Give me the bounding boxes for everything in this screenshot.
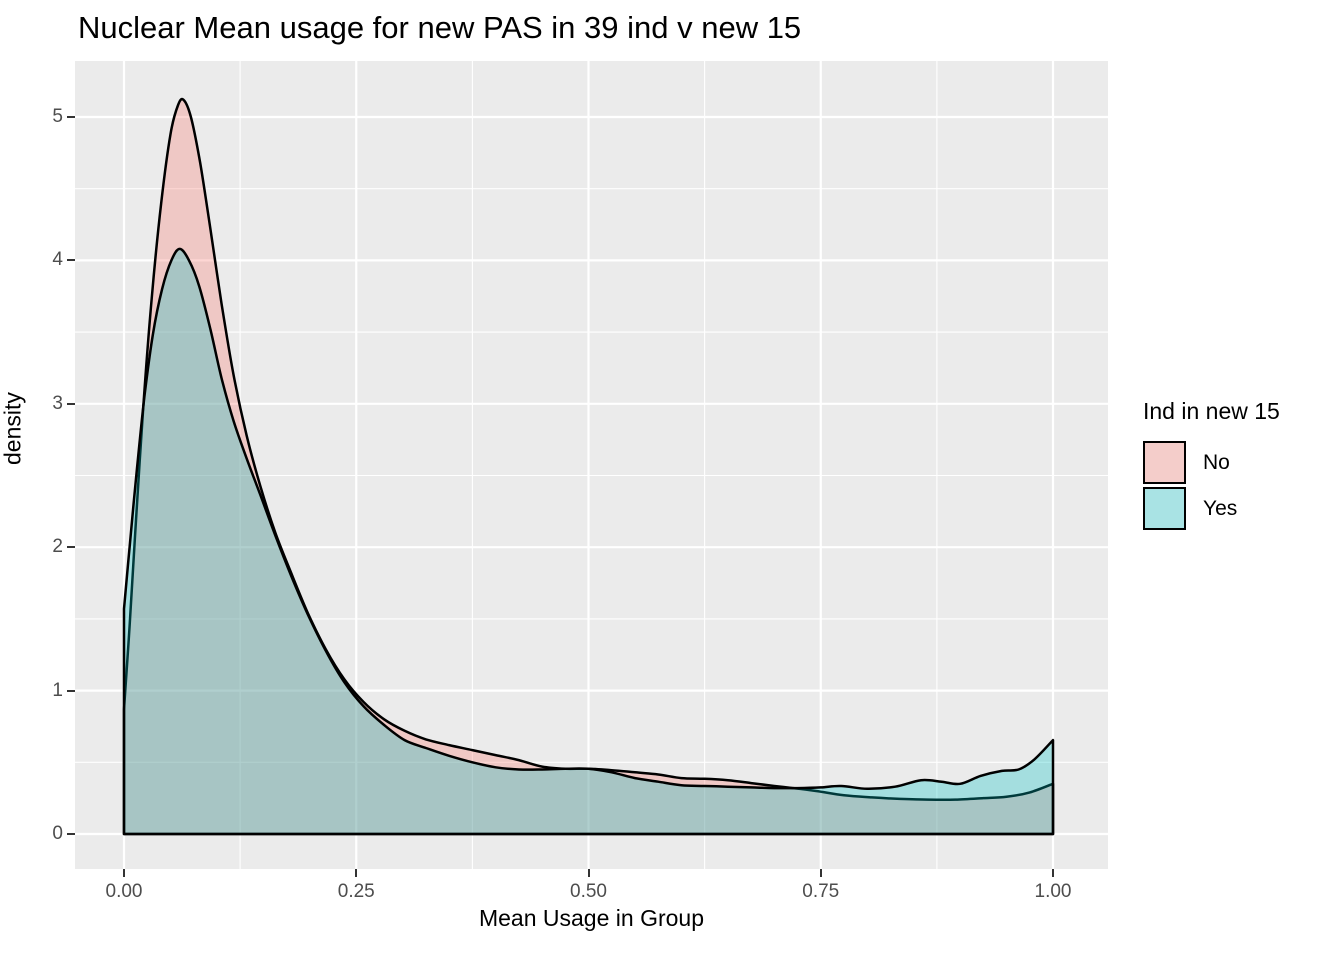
legend-swatch-no — [1143, 441, 1186, 484]
x-tick-label: 1.00 — [1034, 881, 1072, 902]
y-tick-label: 4 — [52, 249, 63, 271]
y-tick-mark — [67, 689, 75, 692]
x-tick-label: 0.50 — [570, 881, 607, 902]
plot-panel — [75, 61, 1108, 869]
legend-label: Yes — [1203, 496, 1238, 520]
x-tick-label: 0.75 — [802, 881, 840, 902]
y-tick-mark — [67, 833, 75, 835]
panel-background — [75, 61, 1108, 869]
x-tick-mark — [819, 869, 822, 877]
y-tick-mark — [67, 116, 75, 118]
y-tick-label: 1 — [52, 679, 63, 701]
y-tick-label: 3 — [52, 392, 63, 414]
x-tick-mark — [123, 869, 125, 877]
x-tick-mark — [1052, 869, 1054, 877]
density-area-yes — [122, 247, 1055, 836]
y-tick-mark — [67, 402, 75, 405]
y-tick-label: 2 — [52, 536, 63, 558]
legend-entry-yes: Yes — [1143, 487, 1280, 530]
legend-label: No — [1203, 450, 1230, 474]
x-axis-title: Mean Usage in Group — [478, 905, 704, 931]
x-tick-label: 0.00 — [105, 881, 143, 902]
legend-items: No Yes — [1143, 441, 1280, 530]
x-tick-mark — [355, 869, 358, 877]
legend: Ind in new 15 No Yes — [1143, 398, 1280, 533]
y-tick-mark — [67, 259, 75, 262]
y-tick-label: 0 — [52, 823, 63, 844]
y-tick-label: 5 — [52, 106, 63, 127]
legend-swatch-yes — [1143, 487, 1186, 530]
x-tick-label: 0.25 — [337, 881, 375, 902]
legend-title: Ind in new 15 — [1143, 398, 1280, 424]
density-chart-canvas — [75, 61, 1108, 869]
chart-title: Nuclear Mean usage for new PAS in 39 ind… — [78, 10, 802, 45]
y-axis-title: density — [0, 392, 26, 465]
x-tick-mark — [587, 869, 590, 877]
density-area-no — [122, 97, 1055, 836]
y-tick-mark — [67, 546, 75, 549]
legend-entry-no: No — [1143, 441, 1280, 484]
